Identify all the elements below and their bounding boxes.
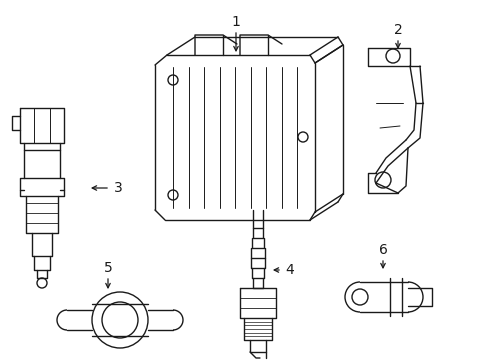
Text: 1: 1 <box>231 15 240 29</box>
Text: 3: 3 <box>113 181 122 195</box>
Text: 2: 2 <box>393 23 402 37</box>
Text: 4: 4 <box>285 263 294 277</box>
Text: 5: 5 <box>103 261 112 275</box>
Text: 6: 6 <box>378 243 386 257</box>
